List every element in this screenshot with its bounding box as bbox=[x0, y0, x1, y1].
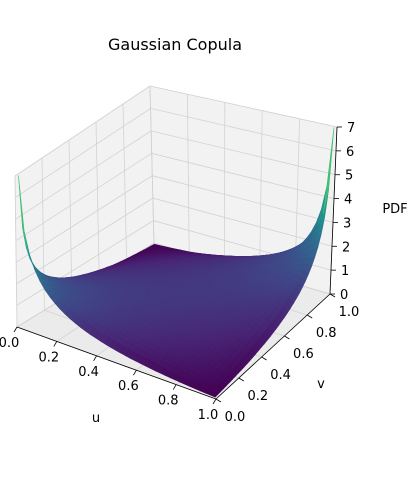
y-tick-label: 1.0 bbox=[339, 305, 360, 320]
z-tick-label: 2 bbox=[342, 240, 350, 255]
z-axis-label: PDF bbox=[382, 202, 407, 217]
x-tick-label: 0.6 bbox=[118, 379, 139, 394]
surface-patch bbox=[18, 175, 29, 253]
z-tick-label: 5 bbox=[345, 169, 353, 184]
gridline-z bbox=[14, 85, 338, 177]
gridline-z bbox=[15, 107, 337, 198]
y-axis-label: v bbox=[317, 377, 325, 392]
y-tick-label: 0.6 bbox=[293, 347, 314, 362]
x-tick-label: 1.0 bbox=[198, 408, 219, 423]
x-axis-label: u bbox=[92, 411, 100, 426]
surface-patch bbox=[322, 127, 335, 215]
surface bbox=[18, 127, 335, 398]
z-tick-label: 1 bbox=[341, 264, 349, 279]
x-tick bbox=[212, 398, 217, 405]
x-tick bbox=[13, 326, 18, 333]
x-tick bbox=[53, 341, 58, 347]
x-tick bbox=[172, 384, 177, 390]
surface-patch bbox=[209, 391, 219, 398]
y-tick bbox=[215, 398, 222, 403]
gridline-z bbox=[15, 152, 335, 242]
tick-labels: 0.00.20.40.60.81.0 0.00.20.40.60.81.00123… bbox=[0, 121, 359, 425]
y-tick-label: 0.8 bbox=[316, 326, 337, 341]
x-tick-label: 0.8 bbox=[158, 394, 179, 409]
x-tick bbox=[93, 355, 97, 362]
z-tick-label: 6 bbox=[346, 145, 354, 160]
chart-title: Gaussian Copula bbox=[108, 35, 242, 54]
x-tick-label: 0.0 bbox=[0, 336, 19, 351]
y-tick-label: 0.4 bbox=[270, 368, 291, 383]
gridline-z bbox=[15, 130, 336, 220]
gridline-z bbox=[15, 175, 334, 263]
y-tick-label: 0.2 bbox=[247, 389, 268, 404]
z-tick-label: 4 bbox=[344, 193, 352, 208]
x-axis-line bbox=[16, 326, 217, 400]
z-tick-label: 0 bbox=[340, 288, 348, 303]
y-tick bbox=[306, 314, 313, 319]
gridline-z bbox=[16, 197, 333, 285]
y-tick bbox=[261, 356, 267, 361]
y-tick bbox=[238, 377, 245, 382]
y-tick-label: 0.0 bbox=[225, 410, 246, 425]
z-tick-label: 3 bbox=[343, 216, 351, 231]
axes bbox=[13, 126, 342, 405]
gridline-z bbox=[16, 220, 332, 306]
z-axis-line bbox=[329, 126, 338, 295]
y-tick bbox=[329, 293, 336, 298]
x-tick bbox=[133, 369, 137, 376]
x-tick-label: 0.2 bbox=[38, 350, 59, 365]
x-tick-label: 0.4 bbox=[78, 365, 99, 380]
z-tick-label: 7 bbox=[347, 121, 355, 136]
y-tick bbox=[284, 335, 290, 340]
y-axis-line bbox=[215, 293, 331, 400]
